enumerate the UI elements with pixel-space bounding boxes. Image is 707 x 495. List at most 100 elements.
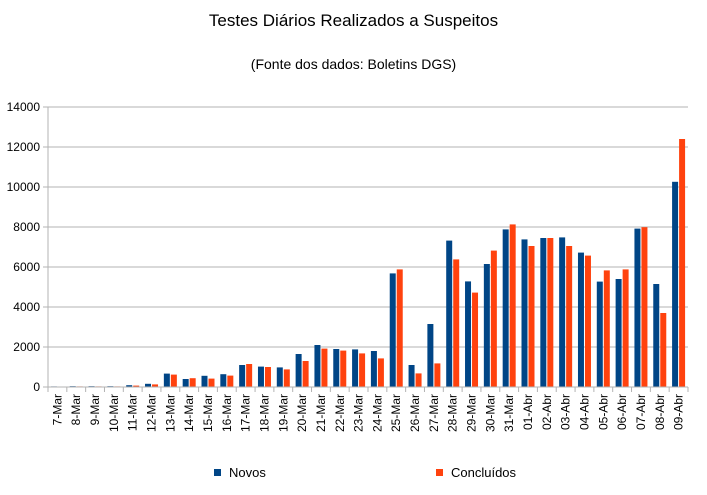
x-tick-label: 15-Mar: [201, 394, 215, 432]
bar-concluidos: [396, 269, 403, 387]
y-tick-label: 10000: [7, 180, 41, 194]
bar-novos: [540, 238, 547, 387]
bar-concluidos: [208, 378, 215, 387]
bar-concluidos: [622, 269, 629, 387]
legend-swatch-novos: [214, 469, 221, 476]
bar-novos: [126, 385, 133, 387]
bar-concluidos: [509, 224, 516, 387]
y-tick-label: 0: [33, 380, 40, 394]
bar-concluidos: [453, 259, 460, 387]
legend-label-concluidos: Concluídos: [451, 465, 517, 480]
x-tick-label: 01-Abr: [521, 394, 535, 430]
bar-novos: [163, 373, 170, 387]
bar-concluidos: [283, 369, 290, 387]
x-tick-label: 09-Abr: [672, 394, 686, 430]
x-tick-label: 12-Mar: [145, 394, 159, 432]
bar-novos: [577, 252, 584, 387]
bar-concluidos: [340, 350, 347, 387]
bar-novos: [239, 365, 246, 387]
x-tick-label: 9-Mar: [88, 394, 102, 425]
x-tick-label: 14-Mar: [182, 394, 196, 432]
legend-label-novos: Novos: [229, 465, 266, 480]
chart-title: Testes Diários Realizados a Suspeitos: [208, 11, 499, 30]
bar-concluidos: [170, 374, 177, 387]
bar-concluidos: [566, 246, 573, 387]
x-tick-labels: 7-Mar 8-Mar 9-Mar 10-Mar 11-Mar 12-Mar 13-Mar 1…: [50, 394, 685, 432]
x-tick-label: 05-Abr: [596, 394, 610, 430]
bar-novos: [427, 324, 434, 387]
x-tick-label: 07-Abr: [634, 394, 648, 430]
bar-concluidos: [528, 246, 535, 387]
x-tick-label: 28-Mar: [446, 394, 460, 432]
x-tick-label: 21-Mar: [314, 394, 328, 432]
bar-concluidos: [415, 373, 422, 387]
bar-novos: [408, 365, 415, 387]
y-tick-label: 2000: [13, 340, 40, 354]
bar-novos: [220, 374, 227, 387]
bar-novos: [483, 264, 490, 387]
bar-concluidos: [359, 353, 366, 387]
bar-concluidos: [434, 363, 441, 387]
bar-novos: [446, 240, 453, 387]
bar-novos: [502, 229, 509, 387]
x-tick-label: 06-Abr: [615, 394, 629, 430]
bar-novos: [276, 367, 283, 387]
bar-novos: [559, 237, 566, 387]
bar-novos: [634, 228, 641, 387]
bar-concluidos: [641, 227, 648, 387]
bar-concluidos: [584, 255, 591, 387]
bars: [50, 139, 686, 387]
bar-concluidos: [264, 367, 271, 387]
x-tick-label: 17-Mar: [239, 394, 253, 432]
bar-novos: [314, 345, 321, 387]
bar-novos: [333, 349, 340, 387]
x-tick-label: 29-Mar: [465, 394, 479, 432]
bar-concluidos: [660, 313, 667, 387]
grid-lines: [48, 106, 688, 348]
x-tick-label: 10-Mar: [107, 394, 121, 432]
bar-concluidos: [321, 348, 328, 387]
y-tick-label: 12000: [7, 140, 41, 154]
x-tick-label: 04-Abr: [577, 394, 591, 430]
x-tick-label: 19-Mar: [276, 394, 290, 432]
legend-item-novos: Novos: [214, 465, 266, 480]
bar-novos: [145, 383, 152, 387]
y-tick-label: 4000: [13, 300, 40, 314]
y-tick-label: 8000: [13, 220, 40, 234]
x-tick-label: 08-Abr: [653, 394, 667, 430]
x-tick-label: 02-Abr: [540, 394, 554, 430]
x-tick-label: 18-Mar: [257, 394, 271, 432]
x-tick-label: 20-Mar: [295, 394, 309, 432]
x-tick-label: 13-Mar: [163, 394, 177, 432]
x-tick-label: 23-Mar: [352, 394, 366, 432]
bar-novos: [653, 284, 660, 387]
x-tick-label: 26-Mar: [408, 394, 422, 432]
x-tick-label: 03-Abr: [559, 394, 573, 430]
bar-concluidos: [246, 364, 253, 387]
bar-concluidos: [679, 139, 686, 387]
x-tick-label: 24-Mar: [370, 394, 384, 432]
bar-novos: [201, 375, 208, 387]
bar-concluidos: [133, 385, 140, 387]
bar-concluidos: [189, 378, 196, 387]
x-tick-label: 31-Mar: [502, 394, 516, 432]
x-tick-label: 27-Mar: [427, 394, 441, 432]
bar-concluidos: [377, 358, 384, 387]
bar-concluidos: [490, 250, 497, 387]
legend-swatch-concluidos: [436, 469, 443, 476]
bar-novos: [596, 281, 603, 387]
bar-concluidos: [547, 238, 554, 387]
y-tick-label: 6000: [13, 260, 40, 274]
x-tick-label: 25-Mar: [389, 394, 403, 432]
bar-concluidos: [227, 375, 234, 387]
bar-novos: [465, 281, 472, 387]
x-tick-label: 22-Mar: [333, 394, 347, 432]
bar-concluidos: [472, 292, 479, 387]
bar-novos: [672, 181, 679, 387]
legend-item-concluidos: Concluídos: [436, 465, 516, 480]
x-tick-label: 30-Mar: [483, 394, 497, 432]
y-tick-labels: 0 2000 4000 6000 8000 10000 12000 14000: [7, 100, 41, 394]
bar-concluidos: [152, 384, 159, 387]
axes: [43, 106, 689, 392]
